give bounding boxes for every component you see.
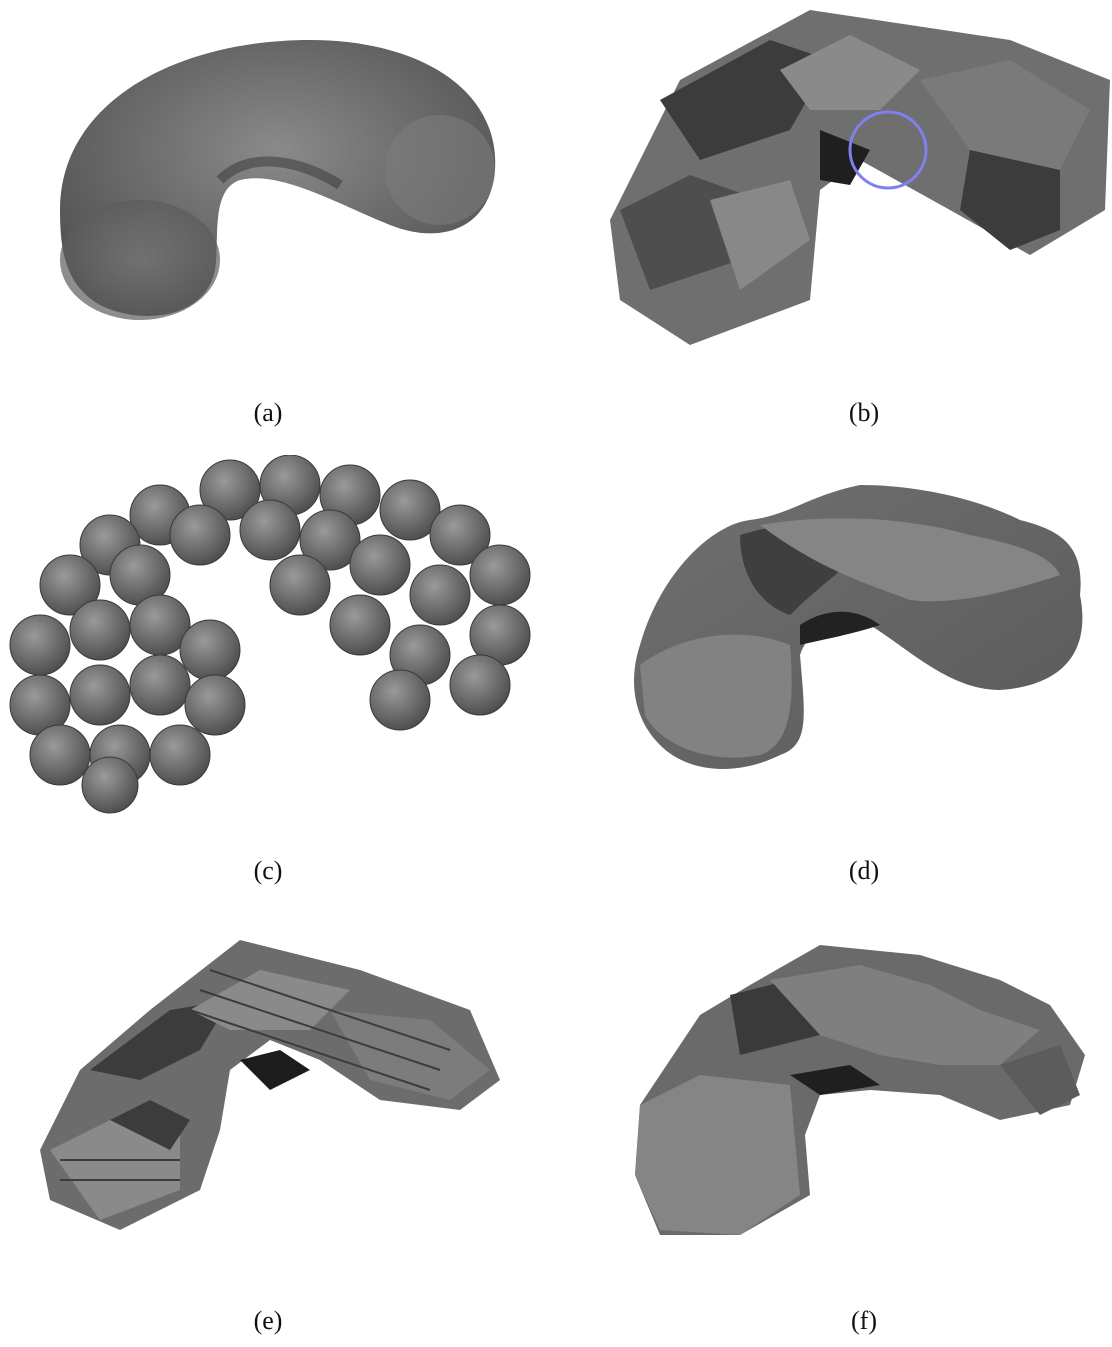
- panel-b-voxel-model: [590, 0, 1112, 350]
- caption-c: (c): [253, 856, 283, 885]
- panel-e-fine-voxel-model: [30, 930, 510, 1230]
- caption-b: (b): [848, 398, 880, 427]
- caption-e: (e): [253, 1306, 283, 1335]
- panel-a-smooth-torus: [40, 20, 510, 330]
- caption-f: (f): [851, 1306, 877, 1335]
- highlight-circle: [848, 110, 928, 190]
- caption-a: (a): [253, 398, 283, 427]
- panel-c-sphere-cluster: [0, 455, 540, 815]
- panel-d-smoothed-surface: [620, 475, 1112, 785]
- panel-f-polygonal-model: [620, 935, 1090, 1245]
- caption-d: (d): [848, 856, 880, 885]
